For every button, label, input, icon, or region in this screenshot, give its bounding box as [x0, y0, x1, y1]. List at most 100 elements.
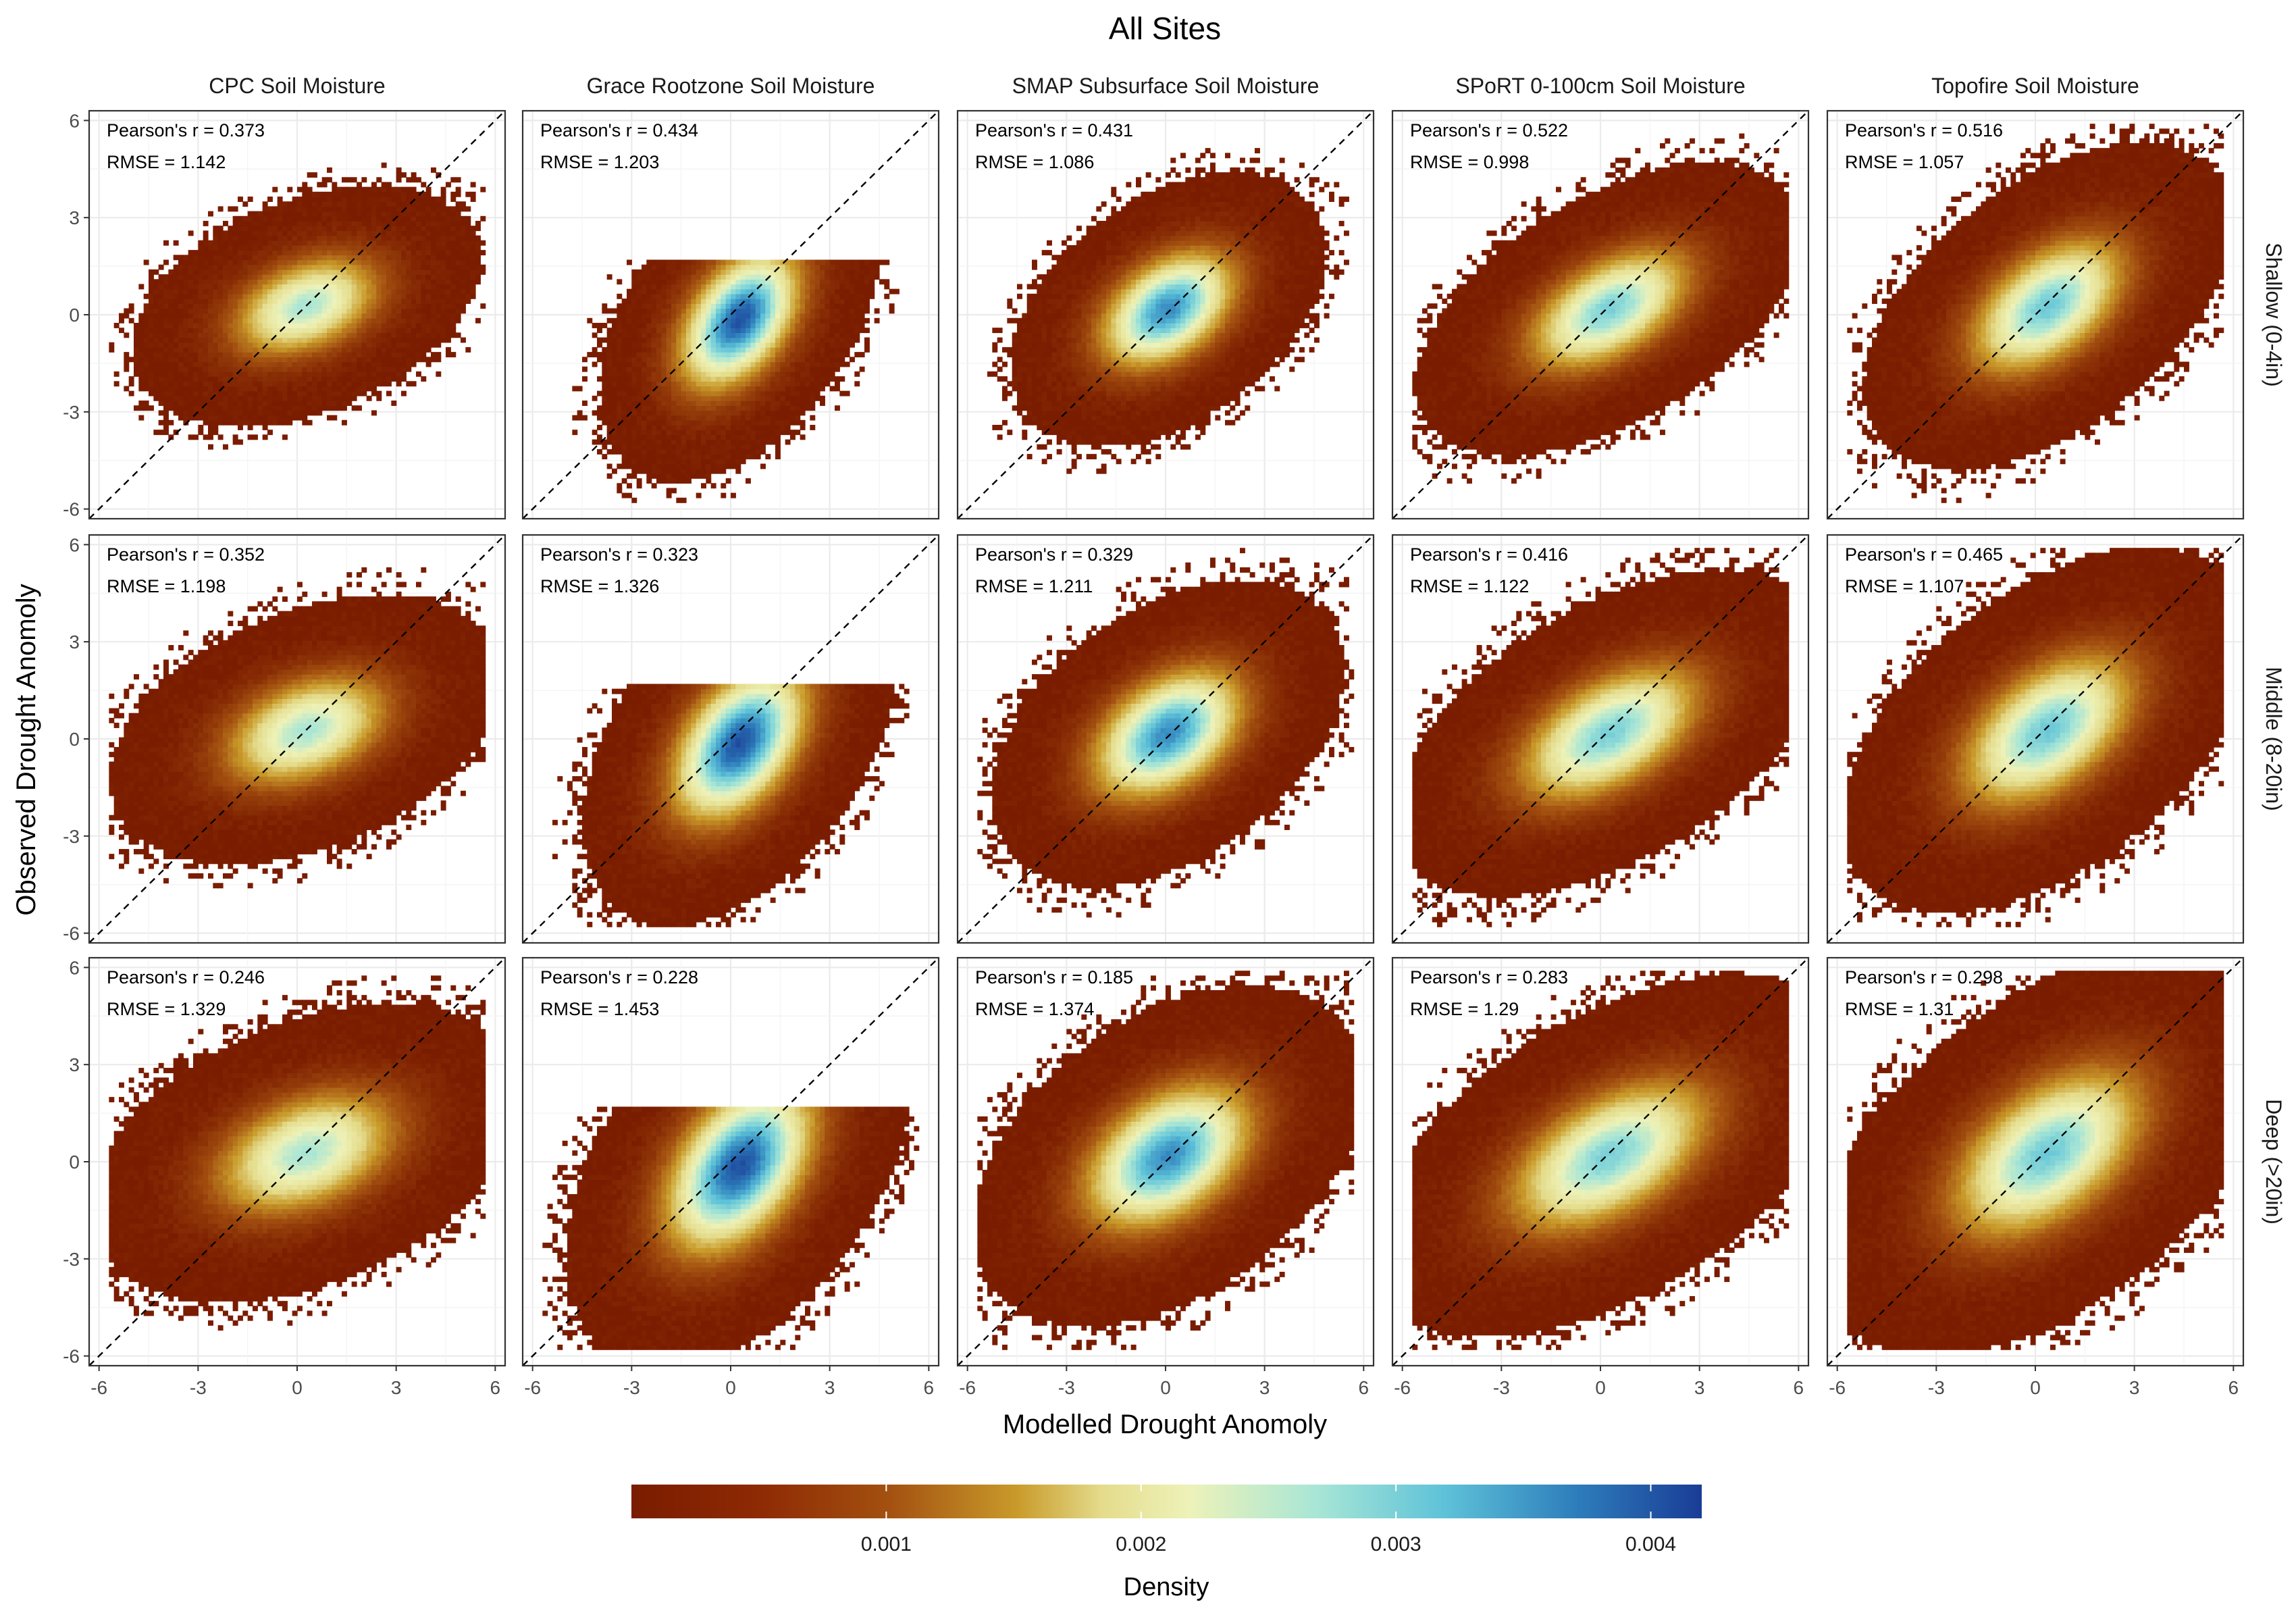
- density-cell: [203, 396, 209, 401]
- density-cell: [248, 420, 253, 426]
- density-cell: [238, 347, 243, 353]
- density-cell: [287, 352, 292, 357]
- density-cell: [228, 318, 233, 324]
- density-cell: [198, 279, 203, 284]
- density-cell: [129, 357, 134, 362]
- density-cell: [218, 303, 224, 309]
- density-cell: [312, 391, 317, 396]
- density-cell: [307, 294, 313, 299]
- density-cell: [159, 303, 164, 309]
- density-cell: [292, 197, 298, 202]
- density-cell: [163, 391, 169, 396]
- chart-title: All Sites: [1109, 11, 1221, 46]
- density-cell: [278, 299, 283, 304]
- density-cell: [149, 357, 154, 362]
- density-cell: [263, 357, 268, 362]
- density-cell: [278, 401, 283, 406]
- density-cell: [257, 230, 263, 236]
- density-cell: [297, 201, 303, 207]
- density-cell: [213, 260, 218, 265]
- density-cell: [168, 313, 174, 319]
- density-cell: [134, 362, 139, 367]
- density-cell: [307, 226, 313, 231]
- density-cell: [287, 289, 292, 294]
- density-cell: [208, 284, 213, 289]
- density-cell: [153, 430, 159, 435]
- density-cell: [178, 332, 184, 338]
- density-cell: [287, 342, 292, 348]
- density-cell: [149, 308, 154, 313]
- density-cell: [149, 342, 154, 348]
- density-cell: [312, 338, 317, 343]
- density-cell: [163, 401, 169, 406]
- density-cell: [153, 308, 159, 313]
- density-cell: [218, 269, 224, 275]
- density-cell: [307, 396, 313, 401]
- density-cell: [253, 357, 258, 362]
- density-cell: [188, 328, 194, 333]
- density-cell: [312, 371, 317, 377]
- density-cell: [238, 216, 243, 222]
- density-cell: [297, 206, 303, 211]
- density-cell: [163, 386, 169, 391]
- density-cell: [282, 250, 288, 255]
- density-cell: [233, 440, 238, 445]
- density-cell: [287, 396, 292, 401]
- density-cell: [253, 274, 258, 280]
- density-cell: [228, 226, 233, 231]
- density-cell: [307, 192, 313, 197]
- density-cell: [282, 216, 288, 222]
- density-cell: [238, 410, 243, 415]
- density-cell: [218, 226, 224, 231]
- density-cell: [292, 342, 298, 348]
- density-cell: [302, 371, 307, 377]
- density-cell: [178, 279, 184, 284]
- density-cell: [307, 197, 313, 202]
- density-cell: [248, 255, 253, 260]
- density-cell: [198, 260, 203, 265]
- density-cell: [272, 347, 278, 353]
- density-cell: [267, 299, 273, 304]
- density-cell: [253, 284, 258, 289]
- density-cell: [248, 332, 253, 338]
- density-cell: [257, 318, 263, 324]
- density-cell: [208, 444, 213, 450]
- density-cell: [198, 357, 203, 362]
- density-cell: [292, 255, 298, 260]
- density-cell: [248, 260, 253, 265]
- density-cell: [242, 265, 248, 270]
- density-cell: [278, 240, 283, 246]
- density-cell: [263, 216, 268, 222]
- density-cell: [282, 294, 288, 299]
- density-cell: [312, 230, 317, 236]
- density-cell: [238, 376, 243, 382]
- density-cell: [297, 279, 303, 284]
- density-cell: [272, 279, 278, 284]
- density-cell: [198, 289, 203, 294]
- density-cell: [238, 289, 243, 294]
- density-cell: [282, 338, 288, 343]
- density-cell: [272, 415, 278, 421]
- density-cell: [178, 289, 184, 294]
- density-cell: [228, 371, 233, 377]
- density-cell: [159, 289, 164, 294]
- density-cell: [312, 250, 317, 255]
- density-cell: [267, 221, 273, 226]
- density-cell: [307, 386, 313, 391]
- density-cell: [193, 313, 199, 319]
- density-cell: [272, 396, 278, 401]
- density-cell: [278, 357, 283, 362]
- density-cell: [267, 371, 273, 377]
- density-cell: [138, 381, 144, 386]
- density-cell: [297, 357, 303, 362]
- density-cell: [208, 342, 213, 348]
- density-cell: [302, 342, 307, 348]
- density-cell: [238, 440, 243, 445]
- density-cell: [292, 260, 298, 265]
- density-cell: [218, 434, 224, 440]
- density-cell: [134, 357, 139, 362]
- density-cell: [198, 313, 203, 319]
- density-cell: [203, 338, 209, 343]
- density-cell: [263, 279, 268, 284]
- density-cell: [278, 313, 283, 319]
